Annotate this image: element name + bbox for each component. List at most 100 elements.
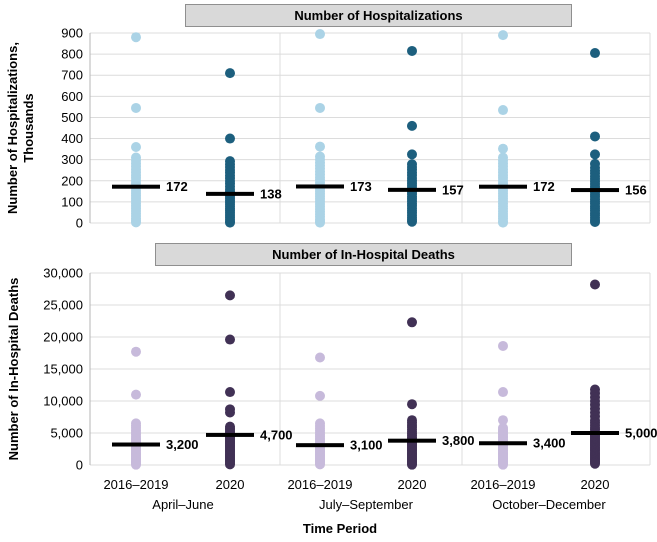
data-point [225,68,235,79]
median-line [571,188,619,193]
x-group-label: October–December [492,497,606,512]
data-point [225,407,235,418]
data-point [315,102,325,113]
data-point [131,459,141,470]
data-point [315,390,325,401]
median-line [112,184,160,189]
data-point [225,217,235,228]
y-tick-label: 600 [61,89,83,104]
data-point [131,389,141,400]
median-label: 3,800 [442,433,475,448]
data-point [315,352,325,363]
y-axis-title-hospitalizations: Number of Hospitalizations, Thousands [5,13,39,243]
data-point [498,387,508,398]
median-label: 3,100 [350,438,383,453]
x-tick-label: 2020 [398,477,427,492]
median-label: 173 [350,179,372,194]
y-tick-label: 0 [76,216,83,231]
median-line [206,432,254,437]
data-point [407,317,417,328]
y-tick-label: 500 [61,110,83,125]
y-tick-label: 5,000 [50,426,83,441]
data-point [407,216,417,227]
data-point [407,399,417,410]
data-point [225,334,235,345]
x-tick-label: 2020 [216,477,245,492]
median-line [479,441,527,446]
data-point [590,216,600,227]
median-label: 157 [442,182,464,197]
y-tick-label: 900 [61,26,83,41]
y-tick-label: 0 [76,458,83,473]
y-tick-label: 200 [61,173,83,188]
data-point [315,29,325,40]
y-tick-label: 30,000 [43,266,83,281]
y-tick-label: 800 [61,47,83,62]
median-line [112,442,160,447]
data-point [225,290,235,301]
data-point [131,142,141,152]
data-point [407,149,417,160]
median-label: 3,200 [166,437,199,452]
y-tick-label: 15,000 [43,362,83,377]
y-tick-label: 10,000 [43,394,83,409]
data-point [590,458,600,469]
y-tick-label: 700 [61,68,83,83]
data-point [315,459,325,470]
median-line [571,431,619,435]
median-line [479,184,527,189]
data-point [315,141,325,152]
x-axis-title: Time Period [302,521,378,536]
y-axis-title-line1: Number of Hospitalizations, [5,42,20,214]
median-label: 5,000 [625,426,657,441]
data-point [498,340,508,351]
median-line [296,443,344,448]
median-label: 156 [625,183,647,198]
y-tick-label: 300 [61,152,83,167]
data-point [407,45,417,56]
median-label: 172 [166,179,188,194]
data-point [590,279,600,290]
x-tick-label: 2016–2019 [287,477,352,492]
data-point [590,149,600,160]
data-point [590,131,600,142]
y-tick-label: 25,000 [43,298,83,313]
data-point [131,32,141,43]
y-axis-title-line1: Number of In-Hospital Deaths [6,277,21,461]
median-line [388,187,436,192]
x-tick-label: 2016–2019 [470,477,535,492]
data-point [407,120,417,131]
data-point [498,30,508,41]
data-point [590,48,600,59]
data-point [225,459,235,470]
data-point [498,143,508,154]
data-point [131,346,141,357]
y-tick-label: 400 [61,131,83,146]
x-group-label: July–September [319,497,414,512]
data-point [225,133,235,144]
median-line [296,184,344,189]
median-label: 3,400 [533,436,566,451]
y-tick-label: 20,000 [43,330,83,345]
data-point [498,459,508,470]
data-point [131,102,141,113]
data-point [498,217,508,228]
x-group-label: April–June [152,497,213,512]
panel-title-hospitalizations: Number of Hospitalizations [185,4,572,27]
y-axis-title-in-hospital-deaths: Number of In-Hospital Deaths [6,254,22,484]
median-line [388,438,436,443]
data-point [315,217,325,228]
data-point [407,459,417,470]
median-label: 172 [533,179,555,194]
data-point [498,105,508,116]
y-tick-label: 100 [61,194,83,209]
data-point [225,387,235,398]
median-label: 4,700 [260,427,293,442]
median-label: 138 [260,186,282,201]
x-tick-label: 2020 [581,477,610,492]
data-point [498,415,508,426]
panel-title-in-hospital-deaths: Number of In-Hospital Deaths [155,243,572,266]
data-point [131,217,141,228]
